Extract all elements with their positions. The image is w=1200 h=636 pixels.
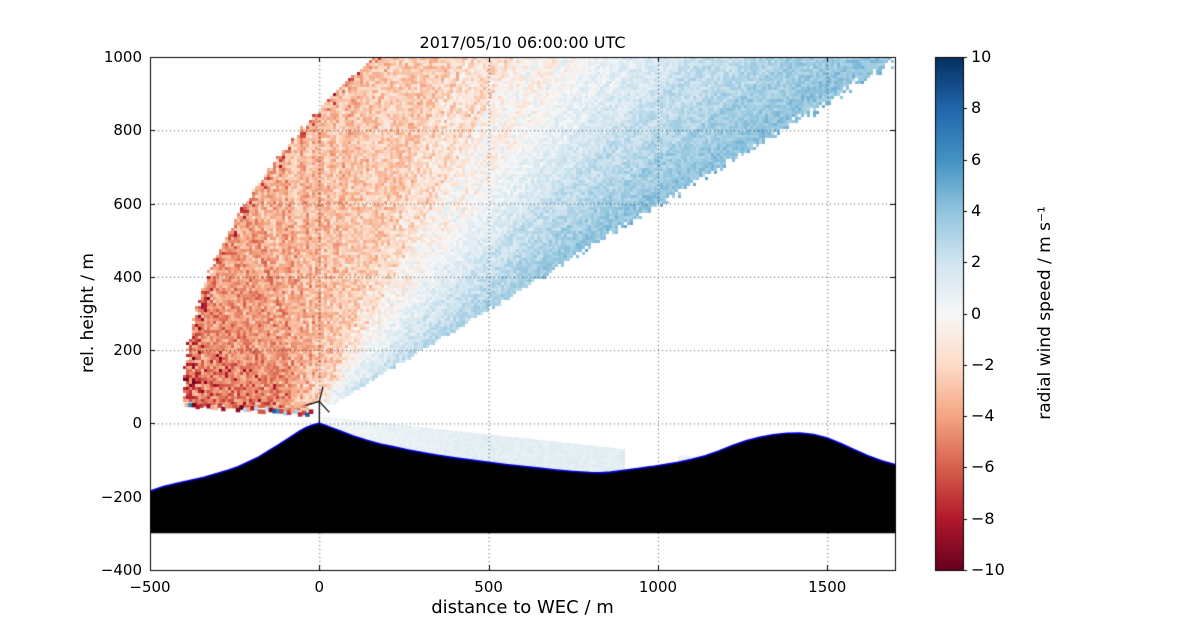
y-tick-label: 1000	[103, 48, 142, 66]
colorbar-tick-label: −8	[971, 508, 995, 528]
colorbar-label: radial wind speed / m s⁻¹	[1035, 206, 1055, 420]
y-tick-label: 800	[113, 121, 142, 140]
colorbar-tick-label: −10	[971, 560, 1005, 579]
x-tick-label: 0	[314, 578, 325, 596]
colorbar-tick-label: 4	[971, 200, 982, 220]
colorbar-tick-label: 2	[971, 252, 982, 272]
y-tick-label: −400	[100, 561, 142, 579]
x-tick-label: 1500	[808, 578, 847, 596]
x-tick-label: −500	[129, 578, 171, 596]
colorbar-tick-label: −4	[971, 406, 995, 426]
y-axis-label: rel. height / m	[78, 253, 98, 373]
colorbar-tick-label: 0	[971, 303, 982, 323]
y-tick-label: 200	[113, 341, 142, 360]
y-tick-label: −200	[100, 487, 142, 506]
colorbar-tick-label: 10	[971, 47, 992, 66]
colorbar-tick-label: 6	[971, 149, 982, 169]
x-tick-label: 1000	[638, 578, 678, 596]
colorbar-tick-label: −6	[971, 457, 995, 477]
y-tick-label: 0	[132, 414, 142, 433]
x-axis-label: distance to WEC / m	[431, 597, 614, 618]
colorbar-tick-label: −2	[971, 354, 995, 374]
y-tick-label: 400	[113, 267, 142, 286]
y-tick-label: 600	[113, 194, 142, 213]
colorbar-tick-label: 8	[971, 98, 982, 118]
plot-title: 2017/05/10 06:00:00 UTC	[419, 33, 626, 52]
x-tick-label: 500	[474, 578, 503, 596]
